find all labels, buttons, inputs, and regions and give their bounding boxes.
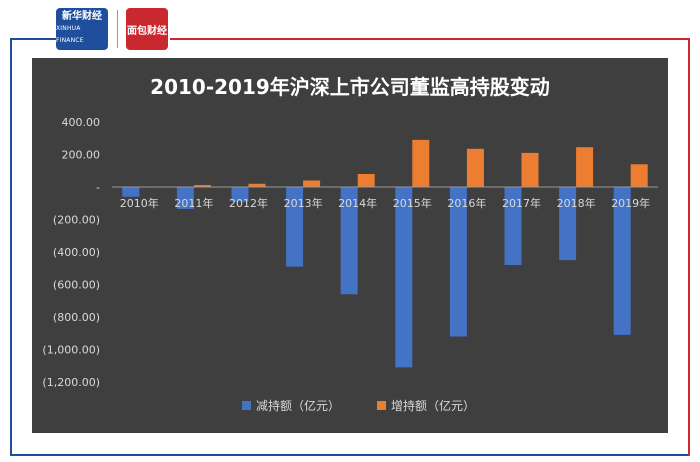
bar-reduce bbox=[286, 187, 304, 267]
xinhua-logo-subtext: XINHUA FINANCE bbox=[56, 25, 84, 44]
legend: 减持额（亿元） 增持额（亿元） bbox=[242, 398, 475, 413]
bar-reduce bbox=[449, 187, 467, 337]
x-axis-labels: 2010年 2011年 2012年 2013年 2014年 2015年 2016年 2017年… bbox=[120, 196, 650, 210]
x-tick-label: 2014年 bbox=[338, 196, 377, 210]
bar-increase bbox=[412, 139, 430, 187]
frame-line-left-side bbox=[10, 38, 12, 456]
bar-increase bbox=[466, 148, 484, 187]
bar-increase bbox=[576, 147, 594, 187]
frame-line-left-top bbox=[10, 38, 56, 40]
legend-label-reduce: 减持额（亿元） bbox=[256, 398, 340, 413]
frame-line-bottom bbox=[10, 454, 690, 456]
bar-increase bbox=[630, 164, 648, 187]
bar-reduce bbox=[613, 187, 631, 335]
bar-reduce bbox=[504, 187, 522, 265]
xinhua-logo-text: 新华财经 bbox=[62, 11, 102, 22]
x-tick-label: 2011年 bbox=[174, 196, 213, 210]
miancai-logo-text: 面包财经 bbox=[127, 25, 167, 37]
bar-reduce bbox=[559, 187, 577, 261]
y-tick-label: (1,000.00) bbox=[42, 344, 100, 357]
chart-title: 2010-2019年沪深上市公司董监高持股变动 bbox=[150, 75, 550, 99]
bar-reduce bbox=[176, 187, 194, 209]
legend-label-increase: 增持额（亿元） bbox=[391, 398, 475, 413]
y-tick-label: 200.00 bbox=[62, 149, 101, 162]
x-tick-label: 2019年 bbox=[611, 196, 650, 210]
x-tick-label: 2016年 bbox=[447, 196, 486, 210]
y-tick-label: 400.00 bbox=[62, 116, 101, 129]
xinhua-finance-logo: 新华财经 XINHUA FINANCE bbox=[56, 8, 108, 50]
y-tick-label: (800.00) bbox=[53, 311, 100, 324]
x-tick-label: 2010年 bbox=[120, 196, 159, 210]
bar-increase bbox=[303, 180, 321, 187]
bars bbox=[122, 139, 648, 368]
frame-line-right-top bbox=[170, 38, 690, 40]
x-tick-label: 2012年 bbox=[229, 196, 268, 210]
bar-reduce bbox=[231, 187, 249, 202]
bar-increase bbox=[357, 174, 375, 187]
logo-separator bbox=[117, 10, 118, 48]
chart-panel: 2010-2019年沪深上市公司董监高持股变动 400.00 200.00 - (20… bbox=[32, 58, 668, 433]
y-tick-label: (600.00) bbox=[53, 279, 100, 292]
y-axis: 400.00 200.00 - (200.00) (400.00) (600.00) (80… bbox=[42, 116, 100, 389]
bar-increase bbox=[193, 185, 211, 187]
y-tick-label: (200.00) bbox=[53, 214, 100, 227]
bar-increase bbox=[521, 152, 539, 187]
bar-reduce bbox=[340, 187, 358, 295]
legend-swatch-reduce bbox=[242, 401, 251, 410]
bar-increase bbox=[248, 183, 266, 187]
y-tick-label: (400.00) bbox=[53, 246, 100, 259]
x-tick-label: 2018年 bbox=[557, 196, 596, 210]
x-tick-label: 2017年 bbox=[502, 196, 541, 210]
x-tick-label: 2013年 bbox=[284, 196, 323, 210]
y-tick-label: (1,200.00) bbox=[42, 376, 100, 389]
frame-line-right-side bbox=[688, 38, 690, 456]
bar-reduce bbox=[122, 187, 140, 197]
legend-swatch-increase bbox=[377, 401, 386, 410]
bar-reduce bbox=[395, 187, 413, 368]
y-tick-label: - bbox=[96, 181, 100, 194]
miancai-logo: 面包财经 bbox=[126, 8, 168, 50]
bar-chart: 2010-2019年沪深上市公司董监高持股变动 400.00 200.00 - (20… bbox=[42, 75, 658, 413]
x-tick-label: 2015年 bbox=[393, 196, 432, 210]
